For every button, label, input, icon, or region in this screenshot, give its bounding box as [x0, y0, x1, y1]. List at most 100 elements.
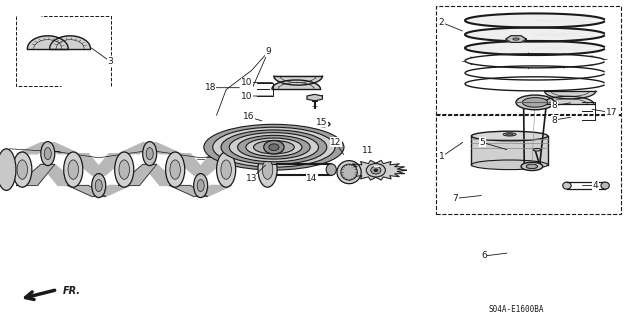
Polygon shape — [543, 96, 594, 104]
Ellipse shape — [326, 164, 336, 175]
Text: 14: 14 — [306, 174, 318, 183]
Ellipse shape — [246, 138, 302, 156]
Text: 9: 9 — [265, 47, 271, 56]
Ellipse shape — [371, 166, 381, 174]
Ellipse shape — [92, 173, 106, 198]
Text: 10: 10 — [241, 78, 253, 87]
Text: 2: 2 — [439, 18, 444, 27]
Text: 12: 12 — [330, 138, 341, 147]
Text: FR.: FR. — [62, 286, 80, 296]
Text: 18: 18 — [204, 83, 216, 92]
Ellipse shape — [513, 38, 519, 40]
Polygon shape — [465, 13, 604, 28]
Polygon shape — [465, 28, 604, 42]
Ellipse shape — [533, 148, 541, 151]
Ellipse shape — [204, 124, 344, 170]
Text: 13: 13 — [246, 174, 257, 183]
Text: S04A-E1600BA: S04A-E1600BA — [488, 305, 544, 314]
Polygon shape — [194, 154, 232, 175]
Text: 6: 6 — [481, 252, 487, 260]
Text: 5: 5 — [479, 138, 485, 147]
Polygon shape — [169, 154, 208, 175]
Text: 7: 7 — [452, 194, 459, 203]
Ellipse shape — [601, 182, 610, 189]
Ellipse shape — [337, 161, 361, 184]
Ellipse shape — [516, 95, 554, 110]
Polygon shape — [545, 91, 596, 99]
Polygon shape — [118, 164, 157, 186]
Text: 8: 8 — [551, 116, 557, 124]
Ellipse shape — [68, 160, 78, 179]
Polygon shape — [92, 186, 130, 196]
Ellipse shape — [197, 180, 204, 192]
Text: 11: 11 — [362, 146, 373, 155]
Polygon shape — [27, 36, 68, 49]
Ellipse shape — [13, 152, 32, 187]
Ellipse shape — [44, 148, 51, 160]
FancyBboxPatch shape — [471, 136, 548, 165]
Ellipse shape — [374, 169, 378, 172]
Ellipse shape — [317, 122, 330, 127]
Text: 3: 3 — [107, 57, 113, 66]
Ellipse shape — [258, 152, 277, 187]
Ellipse shape — [254, 140, 294, 154]
Polygon shape — [143, 164, 181, 186]
Polygon shape — [345, 160, 406, 180]
Text: 10: 10 — [241, 92, 253, 100]
Ellipse shape — [115, 152, 134, 187]
Polygon shape — [17, 164, 55, 186]
Ellipse shape — [217, 152, 236, 187]
Ellipse shape — [264, 140, 284, 154]
Ellipse shape — [213, 127, 335, 167]
Polygon shape — [41, 164, 79, 186]
Ellipse shape — [503, 133, 516, 136]
Ellipse shape — [320, 123, 327, 125]
Ellipse shape — [526, 164, 538, 169]
Polygon shape — [143, 143, 181, 154]
Ellipse shape — [17, 160, 27, 179]
Ellipse shape — [562, 182, 571, 189]
Text: 8: 8 — [551, 101, 557, 110]
Polygon shape — [17, 143, 55, 154]
Ellipse shape — [522, 98, 548, 107]
Ellipse shape — [64, 152, 83, 187]
Ellipse shape — [229, 132, 318, 162]
Polygon shape — [506, 36, 526, 42]
Ellipse shape — [269, 144, 279, 151]
Polygon shape — [50, 36, 90, 49]
Ellipse shape — [146, 148, 153, 160]
Ellipse shape — [221, 160, 231, 179]
Ellipse shape — [238, 135, 310, 159]
Ellipse shape — [143, 141, 157, 166]
Ellipse shape — [506, 134, 513, 135]
Ellipse shape — [341, 164, 357, 180]
Polygon shape — [169, 186, 208, 196]
Polygon shape — [92, 154, 130, 175]
Ellipse shape — [262, 160, 273, 179]
Text: 16: 16 — [243, 112, 254, 121]
Text: 15: 15 — [316, 118, 327, 127]
Polygon shape — [68, 186, 106, 196]
Polygon shape — [118, 143, 157, 154]
Ellipse shape — [471, 131, 548, 141]
Text: 4: 4 — [593, 181, 598, 190]
Ellipse shape — [41, 141, 55, 166]
Polygon shape — [307, 94, 322, 101]
Ellipse shape — [0, 149, 16, 190]
Ellipse shape — [119, 160, 129, 179]
Polygon shape — [194, 186, 232, 196]
Ellipse shape — [221, 130, 327, 164]
Ellipse shape — [170, 160, 180, 179]
Text: 17: 17 — [606, 108, 617, 117]
Ellipse shape — [166, 152, 185, 187]
Polygon shape — [41, 143, 79, 154]
Polygon shape — [272, 80, 320, 89]
Ellipse shape — [194, 173, 208, 198]
Ellipse shape — [521, 162, 543, 171]
Text: 1: 1 — [438, 152, 445, 161]
Ellipse shape — [471, 160, 548, 170]
Ellipse shape — [366, 164, 385, 177]
Polygon shape — [465, 41, 604, 55]
Ellipse shape — [96, 180, 102, 192]
Polygon shape — [274, 76, 322, 85]
